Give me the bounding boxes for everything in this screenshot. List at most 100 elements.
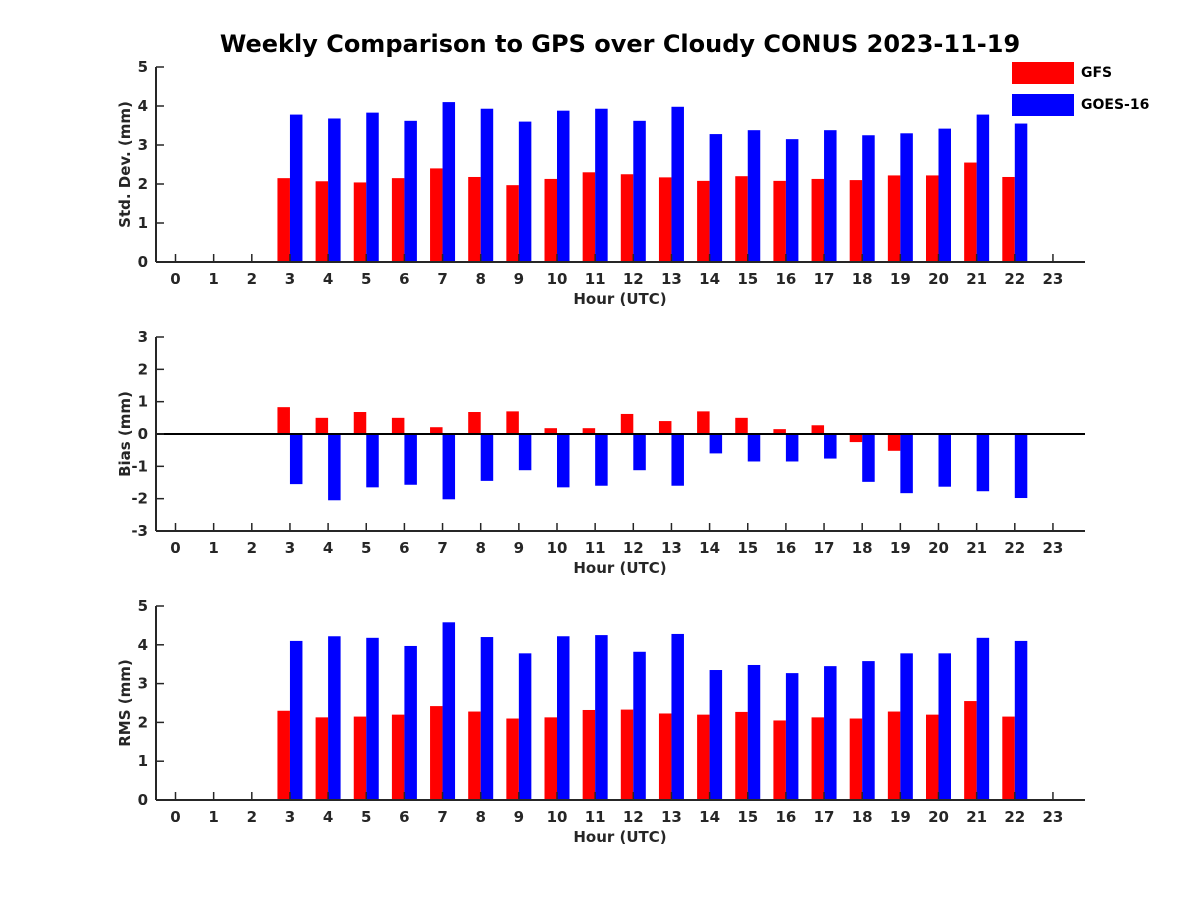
x-tick-label-p1-h23: 23 bbox=[1043, 270, 1064, 288]
x-tick-label-p3-h19: 19 bbox=[890, 808, 911, 826]
x-tick-label-p3-h21: 21 bbox=[966, 808, 987, 826]
x-tick-label-p3-h18: 18 bbox=[852, 808, 873, 826]
bar-gfs-p3-h4 bbox=[315, 717, 329, 800]
bar-goes16-p2-h4 bbox=[328, 434, 341, 501]
x-tick-label-p1-h8: 8 bbox=[475, 270, 485, 288]
x-tick-label-p2-h0: 0 bbox=[170, 539, 180, 557]
x-tick-label-p3-h0: 0 bbox=[170, 808, 180, 826]
y-tick-label-p2-0: 0 bbox=[138, 425, 148, 443]
bar-goes16-p3-h18 bbox=[862, 661, 875, 800]
bar-goes16-p1-h19 bbox=[900, 133, 913, 262]
y-tick-label-p2--3: -3 bbox=[131, 522, 148, 540]
bar-goes16-p1-h9 bbox=[518, 121, 532, 262]
bar-goes16-p3-h22 bbox=[1014, 640, 1028, 800]
bar-gfs-p1-h3 bbox=[277, 178, 290, 262]
bar-gfs-p2-h16 bbox=[773, 429, 786, 434]
x-tick-label-p3-h22: 22 bbox=[1004, 808, 1025, 826]
x-tick-label-p2-h11: 11 bbox=[585, 539, 606, 557]
bar-gfs-p2-h17 bbox=[811, 425, 825, 434]
bar-gfs-p2-h19 bbox=[887, 434, 901, 451]
x-tick-label-p1-h10: 10 bbox=[547, 270, 568, 288]
x-tick-label-p3-h9: 9 bbox=[514, 808, 524, 826]
bar-gfs-p3-h21 bbox=[964, 701, 977, 800]
x-tick-label-p3-h13: 13 bbox=[661, 808, 682, 826]
y-tick-label-p1-5: 5 bbox=[138, 58, 148, 76]
bar-gfs-p1-h5 bbox=[353, 182, 367, 262]
bar-gfs-p1-h13 bbox=[658, 177, 672, 262]
bar-gfs-p2-h4 bbox=[315, 417, 329, 434]
x-tick-label-p1-h0: 0 bbox=[170, 270, 180, 288]
bar-gfs-p2-h12 bbox=[620, 413, 634, 434]
bar-gfs-p3-h19 bbox=[887, 711, 901, 800]
legend-swatch-goes16 bbox=[1012, 94, 1074, 116]
x-tick-label-p1-h19: 19 bbox=[890, 270, 911, 288]
bar-gfs-p1-h21 bbox=[964, 162, 977, 262]
bar-gfs-p3-h5 bbox=[353, 716, 367, 800]
bar-gfs-p2-h10 bbox=[544, 428, 557, 434]
bar-gfs-p2-h9 bbox=[506, 411, 519, 434]
bar-goes16-p1-h22 bbox=[1014, 123, 1028, 262]
bar-goes16-p1-h16 bbox=[785, 139, 799, 262]
bar-goes16-p1-h20 bbox=[938, 128, 951, 262]
y-tick-label-p2-3: 3 bbox=[138, 328, 148, 346]
bar-gfs-p3-h7 bbox=[430, 706, 443, 800]
bar-gfs-p3-h8 bbox=[468, 711, 481, 800]
bar-goes16-p1-h6 bbox=[404, 120, 417, 262]
x-tick-label-p2-h3: 3 bbox=[285, 539, 295, 557]
bar-goes16-p2-h21 bbox=[976, 434, 990, 492]
bar-goes16-p3-h4 bbox=[328, 636, 341, 800]
x-tick-label-p2-h5: 5 bbox=[361, 539, 371, 557]
x-tick-label-p3-h17: 17 bbox=[814, 808, 835, 826]
y-tick-label-p3-0: 0 bbox=[138, 791, 148, 809]
x-tick-label-p2-h12: 12 bbox=[623, 539, 644, 557]
bar-goes16-p3-h15 bbox=[747, 664, 761, 800]
y-tick-label-p1-4: 4 bbox=[138, 97, 148, 115]
bar-gfs-p3-h3 bbox=[277, 710, 290, 800]
x-tick-label-p1-h15: 15 bbox=[737, 270, 758, 288]
y-tick-label-p2--2: -2 bbox=[131, 490, 148, 508]
bar-gfs-p3-h9 bbox=[506, 718, 519, 800]
x-tick-label-p1-h3: 3 bbox=[285, 270, 295, 288]
bar-goes16-p2-h22 bbox=[1014, 434, 1028, 499]
x-tick-label-p3-h8: 8 bbox=[475, 808, 485, 826]
y-tick-label-p2-1: 1 bbox=[138, 393, 148, 411]
x-tick-label-p2-h23: 23 bbox=[1043, 539, 1064, 557]
bar-goes16-p3-h17 bbox=[824, 666, 837, 800]
x-tick-label-p1-h13: 13 bbox=[661, 270, 682, 288]
bar-gfs-p2-h5 bbox=[353, 412, 367, 434]
bar-goes16-p1-h5 bbox=[366, 112, 379, 262]
x-axis-label-p1: Hour (UTC) bbox=[573, 290, 666, 308]
legend-label-gfs: GFS bbox=[1081, 65, 1113, 81]
bar-goes16-p2-h11 bbox=[595, 434, 608, 486]
x-tick-label-p2-h14: 14 bbox=[699, 539, 720, 557]
y-tick-label-p3-5: 5 bbox=[138, 597, 148, 615]
bar-gfs-p1-h16 bbox=[773, 180, 786, 262]
bar-gfs-p2-h6 bbox=[391, 417, 405, 434]
x-tick-label-p1-h18: 18 bbox=[852, 270, 873, 288]
bar-goes16-p1-h15 bbox=[747, 130, 761, 262]
x-tick-label-p1-h14: 14 bbox=[699, 270, 720, 288]
y-tick-label-p2--1: -1 bbox=[131, 457, 148, 475]
x-tick-label-p3-h1: 1 bbox=[208, 808, 218, 826]
x-tick-label-p1-h2: 2 bbox=[247, 270, 257, 288]
bar-goes16-p2-h7 bbox=[442, 434, 456, 500]
x-tick-label-p3-h6: 6 bbox=[399, 808, 409, 826]
x-tick-label-p3-h10: 10 bbox=[547, 808, 568, 826]
bar-goes16-p1-h3 bbox=[289, 114, 303, 262]
x-tick-label-p3-h14: 14 bbox=[699, 808, 720, 826]
bar-goes16-p2-h14 bbox=[709, 434, 723, 454]
y-tick-label-p3-3: 3 bbox=[138, 675, 148, 693]
x-tick-label-p3-h2: 2 bbox=[247, 808, 257, 826]
bar-goes16-p3-h14 bbox=[709, 670, 723, 800]
bar-gfs-p3-h22 bbox=[1002, 716, 1015, 800]
x-tick-label-p2-h9: 9 bbox=[514, 539, 524, 557]
bar-gfs-p2-h11 bbox=[582, 428, 596, 434]
y-tick-label-p1-3: 3 bbox=[138, 136, 148, 154]
x-tick-label-p1-h22: 22 bbox=[1004, 270, 1025, 288]
bar-goes16-p3-h7 bbox=[442, 622, 456, 800]
bar-goes16-p2-h8 bbox=[480, 434, 494, 481]
bar-goes16-p3-h21 bbox=[976, 637, 990, 800]
bar-gfs-p1-h9 bbox=[506, 185, 519, 262]
x-axis-label-p2: Hour (UTC) bbox=[573, 559, 666, 577]
y-tick-label-p2-2: 2 bbox=[138, 360, 148, 378]
